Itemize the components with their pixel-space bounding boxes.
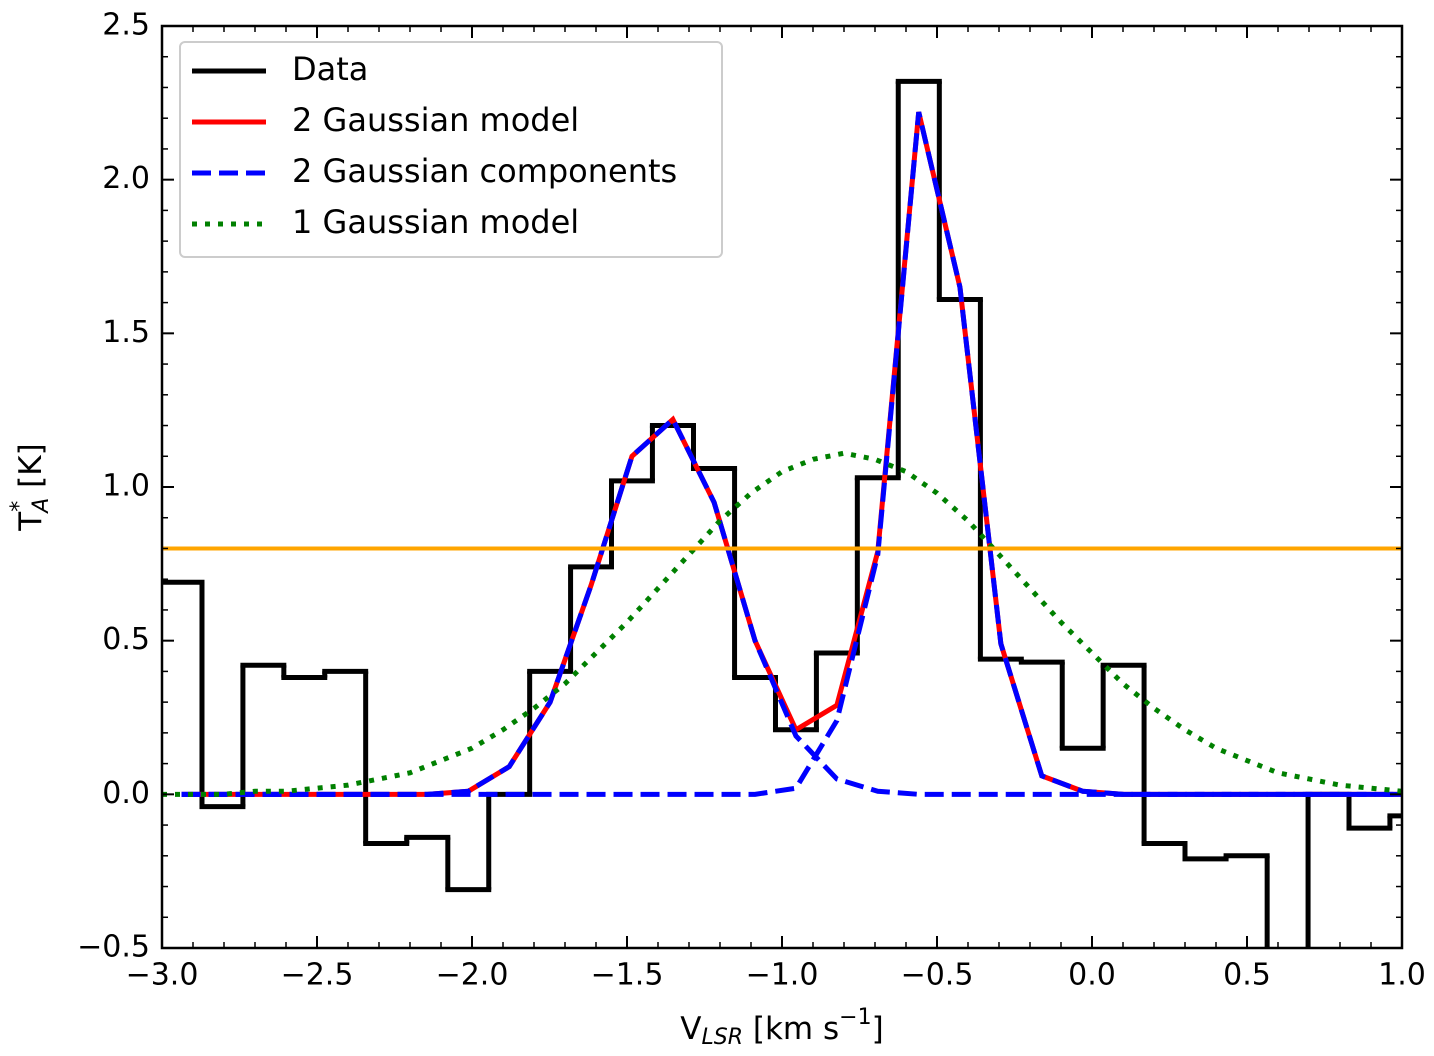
x-label-part: ] <box>872 1011 884 1047</box>
x-label-part: V <box>680 1011 701 1047</box>
legend-label: 2 Gaussian components <box>292 152 677 190</box>
x-tick-label: −2.0 <box>436 958 509 993</box>
y-tick-label: 2.5 <box>102 8 150 43</box>
x-label-part: [km s <box>743 1011 839 1047</box>
y-label-sup: * <box>7 501 32 512</box>
model-line <box>162 450 1402 797</box>
x-label-sub: LSR <box>702 1025 744 1050</box>
legend-label: 1 Gaussian model <box>292 203 579 241</box>
x-label-sup: −1 <box>839 1005 871 1030</box>
y-tick-label: 0.0 <box>102 776 150 811</box>
x-tick-label: −1.0 <box>746 958 819 993</box>
x-tick-label: 1.0 <box>1378 958 1426 993</box>
y-tick-label: 1.5 <box>102 315 150 350</box>
x-tick-label: −0.5 <box>901 958 974 993</box>
legend-label: 2 Gaussian model <box>292 101 579 139</box>
x-tick-label: −2.5 <box>281 958 354 993</box>
y-tick-label: 1.0 <box>102 469 150 504</box>
component-line <box>181 111 1402 797</box>
y-label-part: T <box>13 511 49 532</box>
y-label-part: [K] <box>13 443 49 497</box>
plot-area <box>162 78 1402 948</box>
x-tick-label: −3.0 <box>126 958 199 993</box>
y-tick-label: −0.5 <box>77 930 150 965</box>
legend-box <box>179 41 723 258</box>
y-tick-label: 0.5 <box>102 622 150 657</box>
y-tick-label: 2.0 <box>102 161 150 196</box>
y-axis-label: T*A [K] <box>7 443 54 531</box>
x-tick-label: −1.5 <box>591 958 664 993</box>
x-tick-label: 0.0 <box>1068 958 1116 993</box>
x-tick-label: 0.5 <box>1223 958 1271 993</box>
legend-label: Data <box>292 50 368 88</box>
x-axis-label: VLSR [km s−1] <box>680 1005 883 1050</box>
y-label-sub: A <box>29 498 54 515</box>
